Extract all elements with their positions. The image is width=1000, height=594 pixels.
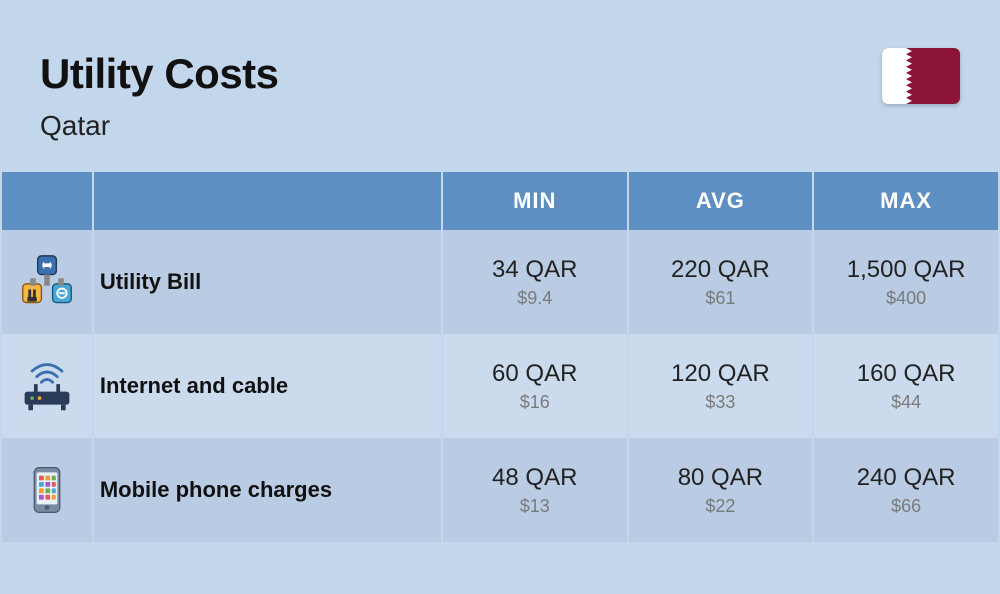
table-header: MIN AVG MAX bbox=[2, 172, 998, 230]
table-row: Internet and cable 60 QAR $16 120 QAR $3… bbox=[2, 334, 998, 438]
table-row: Mobile phone charges 48 QAR $13 80 QAR $… bbox=[2, 438, 998, 542]
primary-value: 80 QAR bbox=[637, 464, 805, 492]
row-icon-cell bbox=[2, 438, 92, 542]
table-row: Utility Bill 34 QAR $9.4 220 QAR $61 1,5… bbox=[2, 230, 998, 334]
secondary-value: $16 bbox=[451, 392, 619, 413]
header-max: MAX bbox=[814, 172, 998, 230]
cell-avg: 80 QAR $22 bbox=[629, 438, 813, 542]
primary-value: 34 QAR bbox=[451, 256, 619, 284]
primary-value: 240 QAR bbox=[822, 464, 990, 492]
header: Utility Costs Qatar bbox=[0, 0, 1000, 172]
cell-max: 240 QAR $66 bbox=[814, 438, 998, 542]
secondary-value: $61 bbox=[637, 288, 805, 309]
secondary-value: $400 bbox=[822, 288, 990, 309]
primary-value: 1,500 QAR bbox=[822, 256, 990, 284]
qatar-flag-icon bbox=[882, 48, 960, 104]
secondary-value: $13 bbox=[451, 496, 619, 517]
row-icon-cell bbox=[2, 334, 92, 438]
cell-min: 48 QAR $13 bbox=[443, 438, 627, 542]
row-icon-cell bbox=[2, 230, 92, 334]
cell-max: 160 QAR $44 bbox=[814, 334, 998, 438]
cell-avg: 120 QAR $33 bbox=[629, 334, 813, 438]
cell-min: 60 QAR $16 bbox=[443, 334, 627, 438]
secondary-value: $33 bbox=[637, 392, 805, 413]
secondary-value: $44 bbox=[822, 392, 990, 413]
cell-max: 1,500 QAR $400 bbox=[814, 230, 998, 334]
utility-icon bbox=[17, 252, 77, 312]
secondary-value: $9.4 bbox=[451, 288, 619, 309]
primary-value: 60 QAR bbox=[451, 360, 619, 388]
router-icon bbox=[17, 356, 77, 416]
row-label: Mobile phone charges bbox=[94, 438, 441, 542]
primary-value: 160 QAR bbox=[822, 360, 990, 388]
cell-avg: 220 QAR $61 bbox=[629, 230, 813, 334]
row-label: Utility Bill bbox=[94, 230, 441, 334]
primary-value: 220 QAR bbox=[637, 256, 805, 284]
header-blank-icon bbox=[2, 172, 92, 230]
primary-value: 120 QAR bbox=[637, 360, 805, 388]
page-title: Utility Costs bbox=[40, 50, 960, 98]
phone-icon bbox=[17, 460, 77, 520]
page-subtitle: Qatar bbox=[40, 110, 960, 142]
primary-value: 48 QAR bbox=[451, 464, 619, 492]
cost-table: MIN AVG MAX bbox=[0, 172, 1000, 542]
header-avg: AVG bbox=[629, 172, 813, 230]
secondary-value: $66 bbox=[822, 496, 990, 517]
header-min: MIN bbox=[443, 172, 627, 230]
secondary-value: $22 bbox=[637, 496, 805, 517]
row-label: Internet and cable bbox=[94, 334, 441, 438]
cell-min: 34 QAR $9.4 bbox=[443, 230, 627, 334]
header-blank-label bbox=[94, 172, 441, 230]
